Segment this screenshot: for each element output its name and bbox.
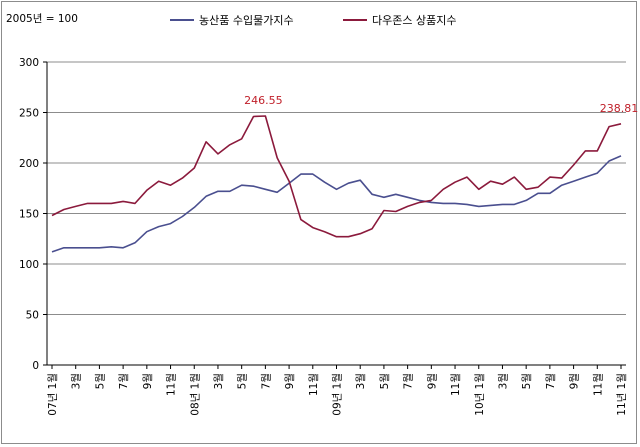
series-line-1 — [51, 155, 622, 253]
legend-label: 다우존스 상품지수 — [372, 14, 456, 27]
gridlines — [47, 61, 626, 315]
x-tick-label: 5월 — [237, 373, 249, 389]
legend: 농산품 수입물가지수 다우존스 상품지수 — [170, 14, 456, 27]
x-tick-label: 7월 — [403, 373, 415, 389]
x-tick-label: 5월 — [94, 373, 106, 389]
x-tick-label: 7월 — [118, 373, 130, 389]
legend-label: 농산품 수입물가지수 — [199, 14, 294, 27]
y-tick-label: 250 — [19, 108, 39, 120]
x-tick-label: 09년 1월 — [332, 373, 344, 416]
y-axis-ticks: 0 50 100 150 200 250 300 — [19, 57, 47, 372]
x-axis-ticks: 07년 1월 3월 5월 7월 9월 11월 08년 1월 3월 5월 7월 9월 11월 09년 1월… — [47, 365, 628, 416]
x-tick-label: 3월 — [497, 373, 509, 389]
x-tick-label: 11년 1월 — [616, 373, 628, 416]
series-line-2 — [51, 115, 622, 238]
series-lines — [51, 115, 622, 253]
x-tick-label: 10년 1월 — [474, 373, 486, 416]
x-tick-label: 07년 1월 — [47, 373, 59, 416]
y-tick-label: 200 — [19, 158, 39, 170]
x-tick-label: 9월 — [142, 373, 154, 389]
x-tick-label: 11월 — [308, 373, 320, 396]
y-tick-label: 50 — [26, 310, 39, 322]
x-tick-label: 3월 — [71, 373, 83, 389]
x-tick-label: 3월 — [213, 373, 225, 389]
x-tick-label: 9월 — [569, 373, 581, 389]
y-tick-label: 100 — [19, 259, 39, 271]
x-tick-label: 5월 — [521, 373, 533, 389]
y-tick-label: 150 — [19, 209, 39, 221]
x-tick-label: 9월 — [284, 373, 296, 389]
data-annotations: 246.55 238.81 — [244, 94, 638, 115]
chart-subtitle: 2005년 = 100 — [6, 13, 78, 25]
x-tick-label: 5월 — [379, 373, 391, 389]
x-tick-label: 08년 1월 — [189, 373, 201, 416]
y-tick-label: 0 — [32, 360, 39, 372]
x-tick-label: 7월 — [260, 373, 272, 389]
x-tick-label: 11월 — [450, 373, 462, 396]
x-tick-label: 11월 — [592, 373, 604, 396]
x-tick-label: 9월 — [426, 373, 438, 389]
data-label: 246.55 — [244, 94, 283, 107]
x-tick-label: 7월 — [545, 373, 557, 389]
x-tick-label: 3월 — [355, 373, 367, 389]
x-tick-label: 11월 — [166, 373, 178, 396]
data-label: 238.81 — [600, 102, 639, 115]
y-tick-label: 300 — [19, 57, 39, 69]
